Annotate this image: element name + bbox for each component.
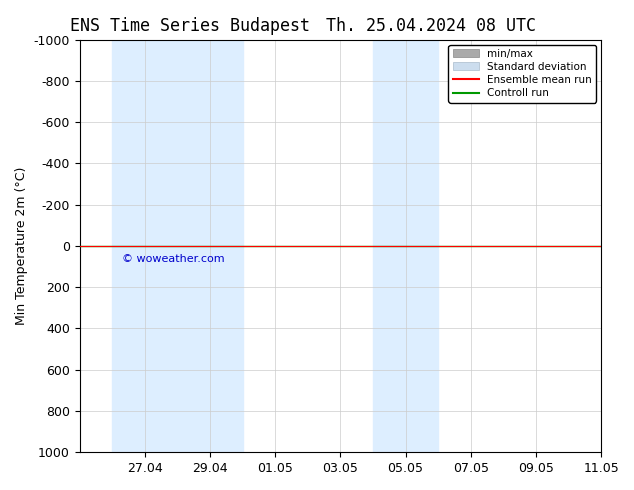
Bar: [373, 40, 438, 452]
Legend: min/max, Standard deviation, Ensemble mean run, Controll run: min/max, Standard deviation, Ensemble me…: [448, 45, 596, 102]
Text: Th. 25.04.2024 08 UTC: Th. 25.04.2024 08 UTC: [326, 17, 536, 35]
Bar: [178, 40, 243, 452]
Y-axis label: Min Temperature 2m (°C): Min Temperature 2m (°C): [15, 167, 28, 325]
Text: ENS Time Series Budapest: ENS Time Series Budapest: [70, 17, 310, 35]
Text: © woweather.com: © woweather.com: [122, 254, 224, 265]
Bar: [112, 40, 178, 452]
